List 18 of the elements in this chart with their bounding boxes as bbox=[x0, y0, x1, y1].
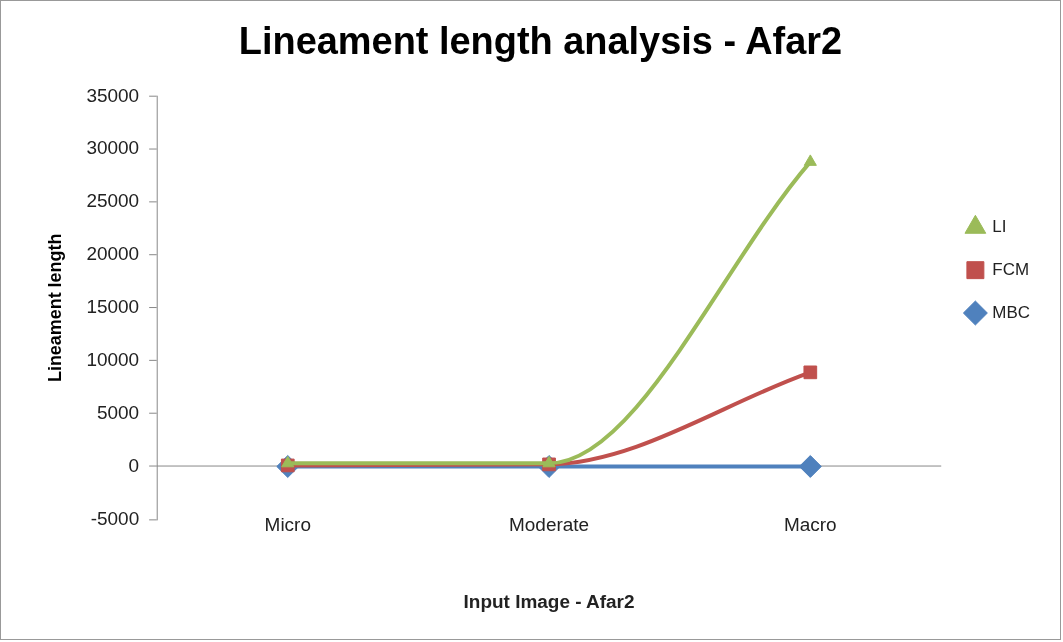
legend-label: MBC bbox=[992, 302, 1031, 322]
y-tick-label: 30000 bbox=[86, 137, 140, 159]
y-tick-label: -5000 bbox=[90, 507, 140, 529]
x-tick-label: Micro bbox=[264, 513, 311, 535]
y-tick-label: 15000 bbox=[86, 296, 140, 318]
x-tick-label: Macro bbox=[783, 513, 837, 535]
y-tick-label: 35000 bbox=[86, 84, 140, 106]
x-axis-title: Input Image - Afar2 bbox=[463, 591, 635, 613]
y-tick-label: 20000 bbox=[86, 243, 140, 265]
y-tick-label: 5000 bbox=[97, 401, 140, 423]
x-tick-label: Moderate bbox=[509, 513, 590, 535]
y-tick-label: 0 bbox=[128, 454, 140, 476]
y-axis-title: Lineament length bbox=[44, 233, 65, 383]
legend-label: FCM bbox=[992, 259, 1030, 279]
chart-title: Lineament length analysis - Afar2 bbox=[238, 20, 843, 63]
y-tick-label: 25000 bbox=[86, 190, 140, 212]
legend-label: LI bbox=[992, 216, 1007, 236]
y-tick-label: 10000 bbox=[86, 348, 140, 370]
